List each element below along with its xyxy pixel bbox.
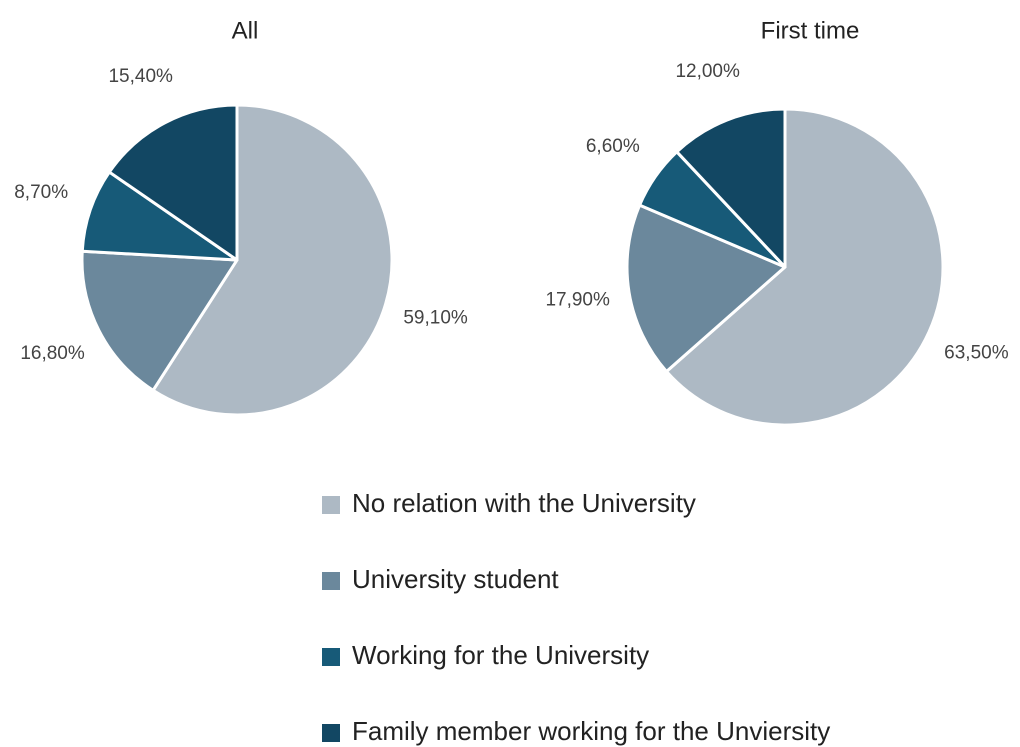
pie-slice <box>664 107 945 427</box>
data-label: 12,00% <box>675 61 740 82</box>
chart-title: First time <box>761 17 860 44</box>
legend-swatch <box>322 496 340 514</box>
legend-swatch <box>322 724 340 742</box>
chart-title: All <box>232 17 259 44</box>
data-label: 59,10% <box>403 307 468 328</box>
pie-slice <box>151 103 394 417</box>
pie-slice <box>80 249 239 392</box>
legend-label: University student <box>352 564 559 594</box>
pie-slice <box>80 170 239 262</box>
legend-label: Working for the University <box>352 640 649 670</box>
data-label: 8,70% <box>14 182 68 203</box>
data-label: 63,50% <box>944 342 1009 363</box>
pie-slice <box>625 203 787 373</box>
pie-slice <box>107 103 239 262</box>
data-label: 6,60% <box>586 136 640 157</box>
pie-slice <box>675 107 787 269</box>
legend-swatch <box>322 648 340 666</box>
data-label: 15,40% <box>108 66 173 87</box>
data-label: 17,90% <box>545 290 610 311</box>
legend-label: Family member working for the Unviersity <box>352 716 830 746</box>
data-label: 16,80% <box>20 343 85 364</box>
legend-swatch <box>322 572 340 590</box>
legend-label: No relation with the University <box>352 488 696 518</box>
